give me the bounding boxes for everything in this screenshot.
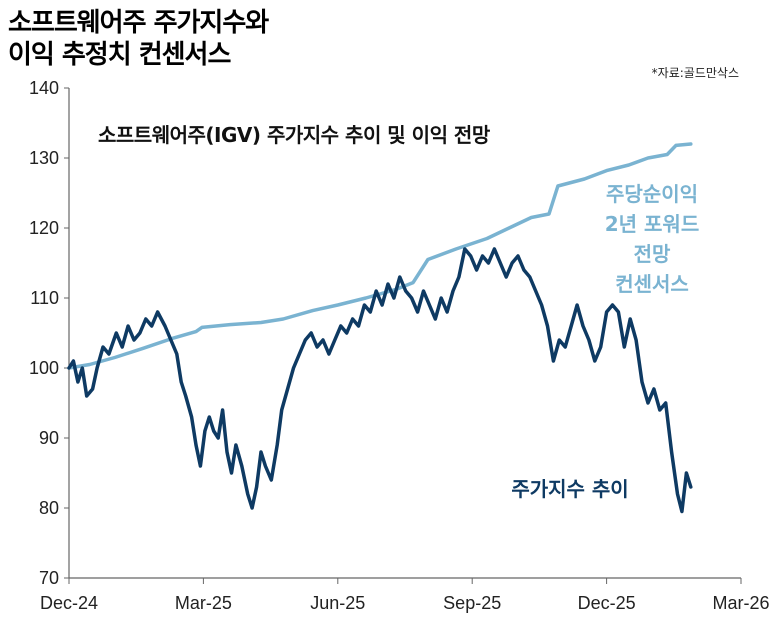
series-label: 2년 포워드 bbox=[605, 212, 699, 236]
x-tick-label: Sep-25 bbox=[443, 593, 501, 613]
series-label: 주당순이익 bbox=[606, 182, 698, 206]
x-tick-label: Jun-25 bbox=[310, 593, 365, 613]
y-tick-label: 80 bbox=[39, 498, 59, 518]
chart-series bbox=[67, 142, 693, 514]
header-title-line2: 이익 추정치 컨센서스 bbox=[8, 40, 231, 70]
chart-title: 소프트웨어주(IGV) 주가지수 추이 및 이익 전망 bbox=[98, 123, 491, 147]
y-tick-label: 90 bbox=[39, 428, 59, 448]
series-label: 컨센서스 bbox=[615, 272, 689, 296]
y-tick-label: 120 bbox=[29, 218, 59, 238]
x-tick-label: Dec-25 bbox=[578, 593, 636, 613]
y-tick-label: 70 bbox=[39, 568, 59, 588]
y-tick-label: 100 bbox=[29, 358, 59, 378]
eps-consensus-line bbox=[67, 142, 693, 370]
x-tick-label: Mar-26 bbox=[712, 593, 769, 613]
chart-axes: 70 80 90 100 110 120 130 140 Dec-24 Mar-25 Jun-25 S… bbox=[29, 78, 770, 613]
series-label: 주가지수 추이 bbox=[511, 477, 628, 501]
y-tick-label: 140 bbox=[29, 78, 59, 98]
y-tick-label: 110 bbox=[30, 288, 59, 308]
x-tick-label: Mar-25 bbox=[175, 593, 232, 613]
series-label: 전망 bbox=[634, 242, 671, 266]
header-title-line1: 소프트웨어주 주가지수와 bbox=[8, 8, 269, 38]
x-tick-label: Dec-24 bbox=[40, 593, 98, 613]
price-index-line bbox=[67, 247, 693, 514]
y-tick-label: 130 bbox=[29, 148, 59, 168]
source-note: *자료:골드만삭스 bbox=[651, 66, 739, 80]
